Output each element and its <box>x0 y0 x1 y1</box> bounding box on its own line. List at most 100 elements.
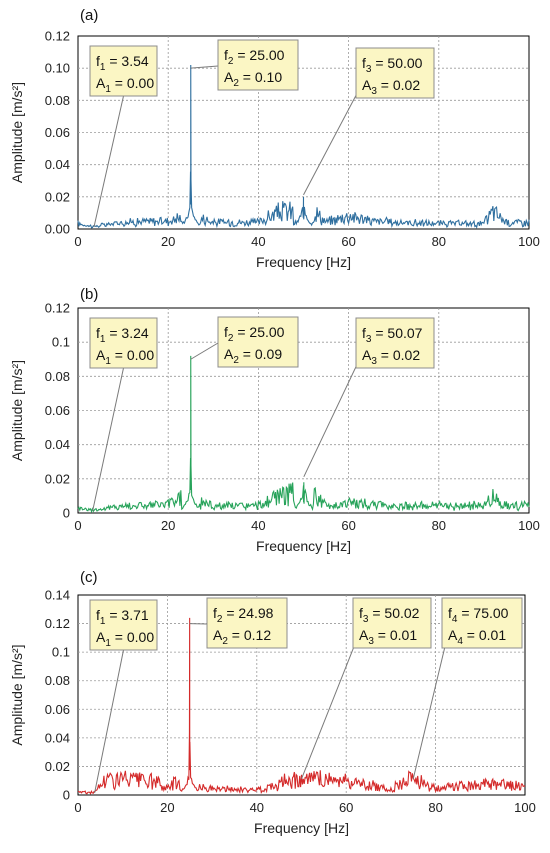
annotation-box <box>355 47 435 99</box>
leader-line <box>190 65 219 69</box>
annotation-box <box>352 597 432 649</box>
leader-line <box>412 633 449 779</box>
annotation-amplitude: A1 = 0.00 <box>96 629 154 649</box>
annotation-amplitude: A3 = 0.01 <box>359 627 417 647</box>
annotation-amplitude: A3 = 0.02 <box>362 347 420 367</box>
panel-1: 0 20 40 60 80 100 0.00 0.02 0.04 0.06 0.08 0.10 0.12… <box>9 7 540 270</box>
y-axis-label: Amplitude [m/s²] <box>9 82 25 183</box>
x-tick-label: 40 <box>250 800 264 815</box>
annotation-box <box>89 45 158 97</box>
x-axis-label: Frequency [Hz] <box>256 254 351 270</box>
y-tick-label: 0.1 <box>52 645 70 660</box>
x-tick-label: 60 <box>341 234 355 249</box>
annotation-frequency: f2 = 25.00 <box>224 47 285 67</box>
annotation-amplitude: A2 = 0.10 <box>224 69 282 89</box>
annotation-amplitude: A3 = 0.02 <box>362 77 420 97</box>
annotation-box <box>217 39 299 91</box>
annotation-amplitude: A2 = 0.12 <box>213 627 271 647</box>
y-tick-label: 0.08 <box>45 369 70 384</box>
y-tick-label: 0.08 <box>45 673 70 688</box>
y-tick-label: 0.14 <box>45 588 70 603</box>
y-tick-label: 0.06 <box>45 702 70 717</box>
x-tick-label: 20 <box>160 800 174 815</box>
annotation-box <box>89 599 158 651</box>
y-tick-label: 0.08 <box>45 93 70 108</box>
leader-line <box>94 649 124 794</box>
x-tick-label: 60 <box>341 518 355 533</box>
y-tick-label: 0.1 <box>52 335 70 350</box>
annotation-frequency: f1 = 3.54 <box>96 53 149 73</box>
annotation-frequency: f2 = 24.98 <box>213 605 274 625</box>
y-tick-label: 0.04 <box>45 730 70 745</box>
x-tick-label: 60 <box>339 800 353 815</box>
annotation-frequency: f4 = 75.00 <box>448 605 509 625</box>
annotation-frequency: f3 = 50.07 <box>362 325 423 345</box>
x-tick-label: 20 <box>161 518 175 533</box>
y-tick-label: 0.12 <box>45 29 70 44</box>
x-tick-label: 100 <box>518 234 540 249</box>
x-tick-label: 80 <box>432 234 446 249</box>
y-tick-label: 0.10 <box>45 61 70 76</box>
annotation-amplitude: A2 = 0.09 <box>224 346 282 366</box>
y-tick-label: 0.12 <box>45 301 70 316</box>
annotation-frequency: f1 = 3.71 <box>96 607 149 627</box>
annotation-frequency: f2 = 25.00 <box>224 324 285 344</box>
annotation-amplitude: A1 = 0.00 <box>96 75 154 95</box>
leader-line <box>303 353 363 478</box>
leader-line <box>301 633 360 779</box>
x-tick-label: 0 <box>74 518 81 533</box>
annotation-amplitude: A4 = 0.01 <box>448 627 506 647</box>
annotation-frequency: f1 = 3.24 <box>96 325 149 345</box>
y-tick-label: 0.00 <box>45 222 70 237</box>
y-tick-label: 0 <box>63 788 70 803</box>
x-tick-label: 40 <box>251 234 265 249</box>
panel-2: 0 20 40 60 80 100 0 0.02 0.04 0.06 0.08 0.1 0.12 Freq… <box>9 286 540 554</box>
y-tick-label: 0.12 <box>45 616 70 631</box>
y-tick-label: 0 <box>63 506 70 521</box>
annotation-box <box>217 316 299 368</box>
annotation-frequency: f3 = 50.02 <box>359 605 420 625</box>
y-tick-label: 0.04 <box>45 157 70 172</box>
x-tick-label: 0 <box>74 800 81 815</box>
y-axis-label: Amplitude [m/s²] <box>9 644 25 745</box>
spectrum-line <box>77 64 530 229</box>
x-tick-label: 100 <box>518 518 540 533</box>
annotation-box <box>206 597 288 649</box>
leader-line <box>303 83 363 196</box>
y-tick-label: 0.06 <box>45 403 70 418</box>
spectrum-line <box>78 617 526 795</box>
x-tick-label: 100 <box>514 800 536 815</box>
x-tick-label: 80 <box>432 518 446 533</box>
panel-label: (c) <box>80 569 98 586</box>
panel-label: (b) <box>80 286 98 303</box>
y-tick-label: 0.02 <box>45 471 70 486</box>
annotation-amplitude: A1 = 0.00 <box>96 347 154 367</box>
x-tick-label: 0 <box>74 234 81 249</box>
y-tick-label: 0.06 <box>45 125 70 140</box>
leader-line <box>190 342 219 360</box>
spectrum-line <box>77 355 530 514</box>
leader-line <box>93 95 124 228</box>
x-tick-label: 20 <box>161 234 175 249</box>
y-tick-label: 0.02 <box>45 759 70 774</box>
annotation-box <box>441 597 523 649</box>
x-tick-label: 80 <box>428 800 442 815</box>
annotation-frequency: f3 = 50.00 <box>362 55 423 75</box>
y-tick-label: 0.02 <box>45 189 70 204</box>
y-axis-label: Amplitude [m/s²] <box>9 360 25 461</box>
panel-3: 0 20 40 60 80 100 0 0.02 0.04 0.06 0.08 0.1 0.12 0.14… <box>9 569 536 836</box>
annotation-box <box>89 317 158 369</box>
y-tick-label: 0.04 <box>45 437 70 452</box>
